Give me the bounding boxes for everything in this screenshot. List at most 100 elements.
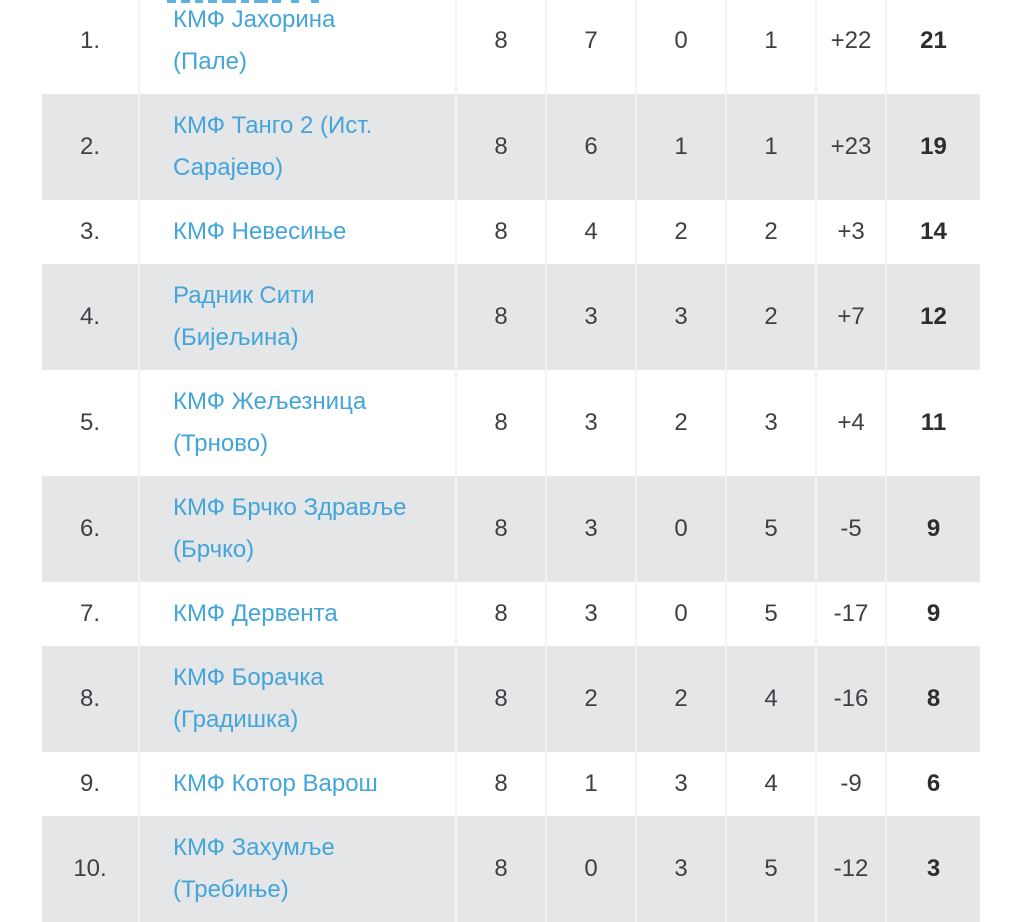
goal-difference-cell: +7 xyxy=(817,264,887,370)
played-cell: 8 xyxy=(457,646,547,752)
points-cell: 11 xyxy=(887,370,980,476)
table-row: 2. КМФ Танго 2 (Ист. Сарајево) 8 6 1 1 +… xyxy=(42,94,980,200)
table-row: 6. КМФ Брчко Здравље (Брчко) 8 3 0 5 -5 … xyxy=(42,476,980,582)
team-link[interactable]: КМФ Дервента xyxy=(173,600,338,627)
points-cell: 21 xyxy=(887,0,980,94)
team-link[interactable]: КМФ Невесиње xyxy=(173,218,347,245)
position-cell: 10. xyxy=(42,816,140,922)
clipped-glyph-mark xyxy=(167,0,176,3)
points-cell: 12 xyxy=(887,264,980,370)
table-row: 3. КМФ Невесиње 8 4 2 2 +3 14 xyxy=(42,200,980,264)
lost-cell: 5 xyxy=(727,582,817,646)
won-cell: 4 xyxy=(547,200,637,264)
won-cell: 3 xyxy=(547,582,637,646)
points-cell: 6 xyxy=(887,752,980,816)
position-cell: 2. xyxy=(42,94,140,200)
lost-cell: 2 xyxy=(727,264,817,370)
team-link[interactable]: КМФ Танго 2 (Ист. Сарајево) xyxy=(173,112,373,181)
won-cell: 3 xyxy=(547,264,637,370)
played-cell: 8 xyxy=(457,816,547,922)
lost-cell: 5 xyxy=(727,816,817,922)
lost-cell: 5 xyxy=(727,476,817,582)
position-cell: 5. xyxy=(42,370,140,476)
team-cell: КМФ Дервента xyxy=(140,582,457,646)
won-cell: 2 xyxy=(547,646,637,752)
played-cell: 8 xyxy=(457,476,547,582)
team-cell: КМФ Невесиње xyxy=(140,200,457,264)
table-row: 10. КМФ Захумље (Требиње) 8 0 3 5 -12 3 xyxy=(42,816,980,922)
team-link[interactable]: КМФ Јахорина (Пале) xyxy=(173,6,336,75)
team-cell: КМФ Захумље (Требиње) xyxy=(140,816,457,922)
points-cell: 14 xyxy=(887,200,980,264)
table-row: 5. КМФ Жељезница (Трново) 8 3 2 3 +4 11 xyxy=(42,370,980,476)
clipped-glyph-mark xyxy=(222,0,236,3)
played-cell: 8 xyxy=(457,94,547,200)
table-row: 4. Радник Сити (Бијељина) 8 3 3 2 +7 12 xyxy=(42,264,980,370)
lost-cell: 2 xyxy=(727,200,817,264)
goal-difference-cell: +4 xyxy=(817,370,887,476)
table-row: 8. КМФ Борачка (Градишка) 8 2 2 4 -16 8 xyxy=(42,646,980,752)
goal-difference-cell: +22 xyxy=(817,0,887,94)
drawn-cell: 1 xyxy=(637,94,727,200)
won-cell: 3 xyxy=(547,370,637,476)
points-cell: 8 xyxy=(887,646,980,752)
position-cell: 8. xyxy=(42,646,140,752)
team-cell: КМФ Танго 2 (Ист. Сарајево) xyxy=(140,94,457,200)
lost-cell: 3 xyxy=(727,370,817,476)
won-cell: 6 xyxy=(547,94,637,200)
team-cell: КМФ Жељезница (Трново) xyxy=(140,370,457,476)
clipped-glyph-mark xyxy=(272,0,281,3)
team-link[interactable]: КМФ Захумље (Требиње) xyxy=(173,834,335,903)
points-cell: 19 xyxy=(887,94,980,200)
played-cell: 8 xyxy=(457,0,547,94)
played-cell: 8 xyxy=(457,582,547,646)
clipped-glyph-mark xyxy=(254,0,268,3)
played-cell: 8 xyxy=(457,200,547,264)
drawn-cell: 3 xyxy=(637,816,727,922)
clipped-glyph-mark xyxy=(291,0,299,3)
played-cell: 8 xyxy=(457,370,547,476)
drawn-cell: 0 xyxy=(637,476,727,582)
table-row: 7. КМФ Дервента 8 3 0 5 -17 9 xyxy=(42,582,980,646)
team-link[interactable]: Радник Сити (Бијељина) xyxy=(173,282,315,351)
team-cell: Радник Сити (Бијељина) xyxy=(140,264,457,370)
clipped-glyph-mark xyxy=(208,0,217,3)
team-link[interactable]: КМФ Брчко Здравље (Брчко) xyxy=(173,494,407,563)
position-cell: 7. xyxy=(42,582,140,646)
drawn-cell: 2 xyxy=(637,646,727,752)
lost-cell: 1 xyxy=(727,0,817,94)
drawn-cell: 0 xyxy=(637,0,727,94)
won-cell: 0 xyxy=(547,816,637,922)
lost-cell: 1 xyxy=(727,94,817,200)
team-cell: КМФ Брчко Здравље (Брчко) xyxy=(140,476,457,582)
clipped-glyph-mark xyxy=(241,0,249,3)
points-cell: 9 xyxy=(887,476,980,582)
played-cell: 8 xyxy=(457,264,547,370)
position-cell: 3. xyxy=(42,200,140,264)
points-cell: 3 xyxy=(887,816,980,922)
drawn-cell: 3 xyxy=(637,264,727,370)
clipped-glyph-mark xyxy=(311,0,319,3)
clipped-glyph-mark xyxy=(181,0,190,3)
won-cell: 7 xyxy=(547,0,637,94)
drawn-cell: 2 xyxy=(637,200,727,264)
team-link[interactable]: КМФ Котор Варош xyxy=(173,770,378,797)
table-row: 1. КМФ Јахорина (Пале) 8 7 0 1 +22 21 xyxy=(42,0,980,94)
goal-difference-cell: +3 xyxy=(817,200,887,264)
goal-difference-cell: -17 xyxy=(817,582,887,646)
won-cell: 1 xyxy=(547,752,637,816)
team-link[interactable]: КМФ Жељезница (Трново) xyxy=(173,388,367,457)
position-cell: 9. xyxy=(42,752,140,816)
goal-difference-cell: +23 xyxy=(817,94,887,200)
league-standings-table: 1. КМФ Јахорина (Пале) 8 7 0 1 +22 21 2.… xyxy=(42,0,980,922)
team-link[interactable]: КМФ Борачка (Градишка) xyxy=(173,664,324,733)
clipped-text-fragment xyxy=(0,0,1024,4)
drawn-cell: 0 xyxy=(637,582,727,646)
team-cell: КМФ Котор Варош xyxy=(140,752,457,816)
goal-difference-cell: -5 xyxy=(817,476,887,582)
drawn-cell: 3 xyxy=(637,752,727,816)
played-cell: 8 xyxy=(457,752,547,816)
position-cell: 4. xyxy=(42,264,140,370)
goal-difference-cell: -16 xyxy=(817,646,887,752)
goal-difference-cell: -9 xyxy=(817,752,887,816)
